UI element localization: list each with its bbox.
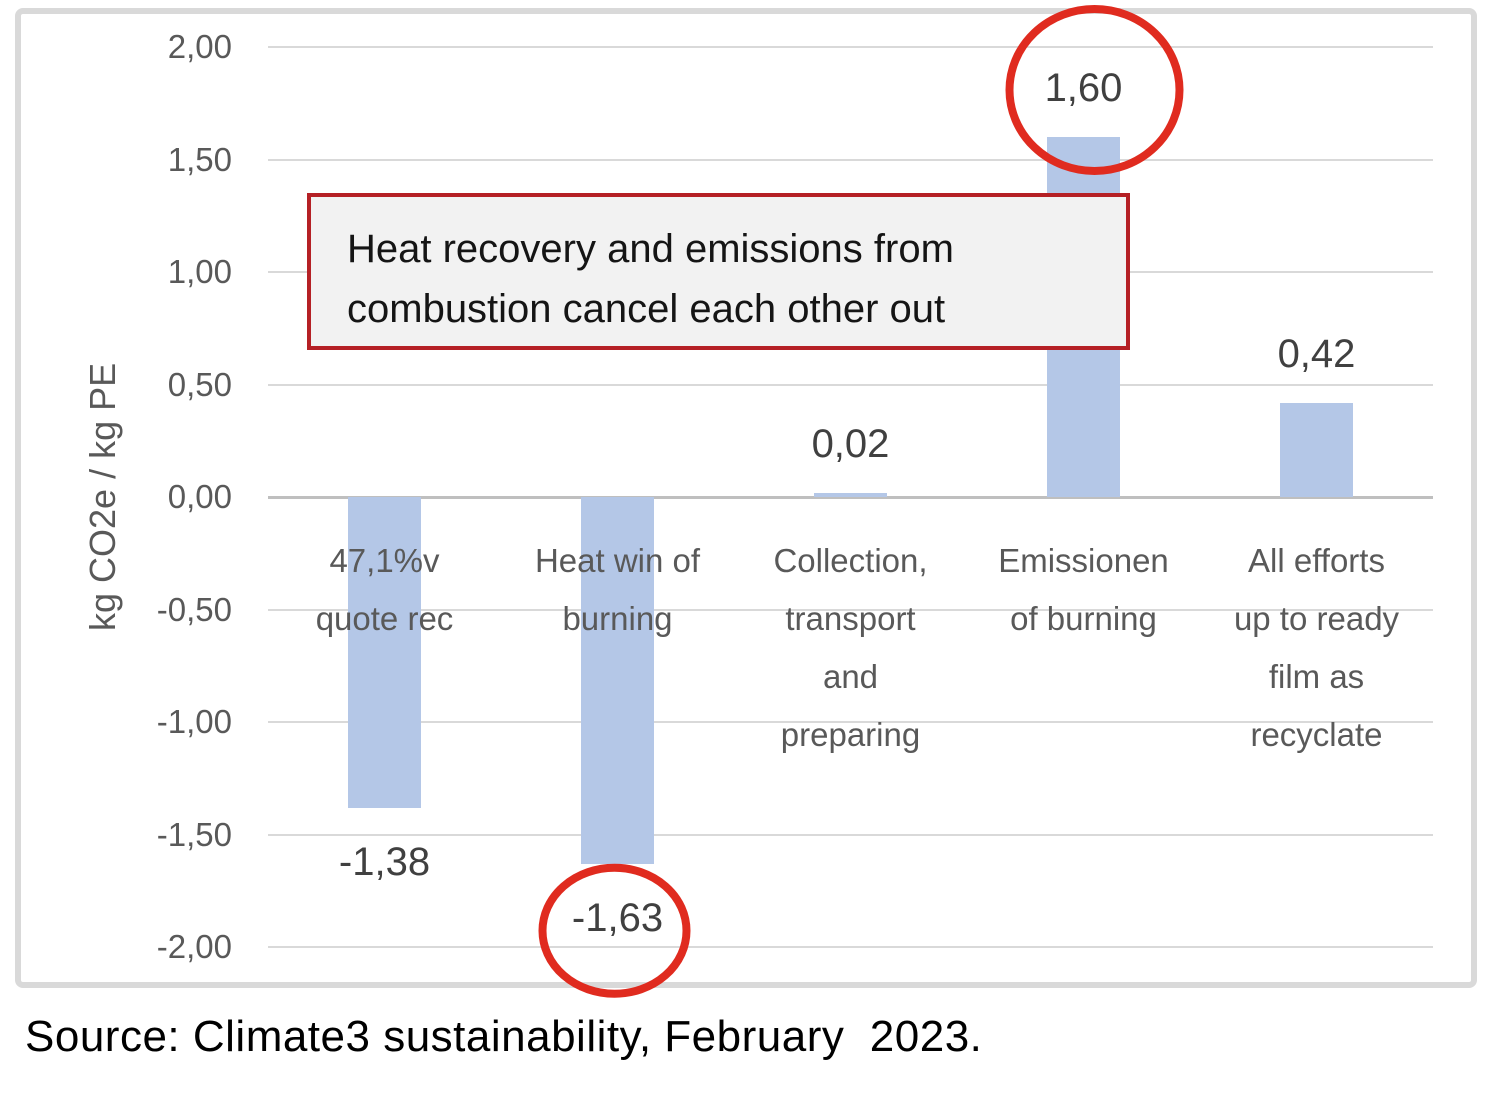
source-note: Source: Climate3 sustainability, Februar… bbox=[25, 1012, 983, 1061]
chart-frame bbox=[15, 8, 1477, 988]
